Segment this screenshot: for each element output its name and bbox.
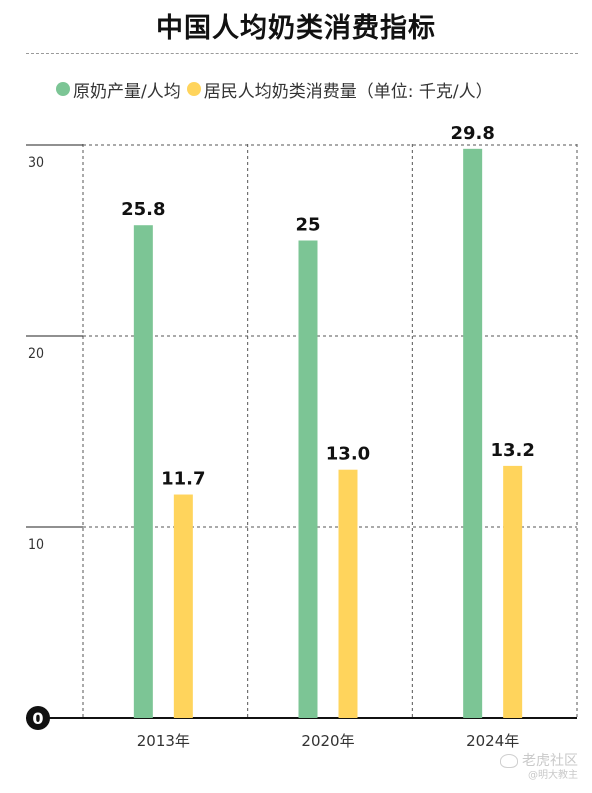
legend-swatch-consumption: [186, 82, 201, 96]
legend-label-raw-milk: 原奶产量/人均: [73, 81, 181, 102]
zero-marker: [26, 706, 50, 730]
y-tick-label: 20: [28, 346, 44, 362]
watermark-sub: @明大教主: [528, 770, 578, 781]
bar-consumption: [503, 465, 523, 718]
x-tick-label: 2024年: [466, 732, 519, 750]
y-tick-label: 30: [28, 155, 44, 171]
y-tick-label-zero: 0: [32, 709, 43, 728]
bar-raw-milk: [298, 240, 318, 718]
data-label: 29.8: [450, 123, 494, 144]
legend-item-raw-milk: 原奶产量/人均: [56, 77, 181, 102]
data-label: 13.2: [490, 440, 534, 461]
title-divider: [26, 53, 578, 54]
data-label: 13.0: [326, 444, 370, 465]
legend-item-consumption: 居民人均奶类消费量（单位: 千克/人）: [186, 77, 493, 102]
tiger-logo-icon: [500, 754, 518, 768]
data-label: 25.8: [121, 199, 165, 220]
bar-consumption: [173, 494, 193, 718]
legend-label-consumption: 居民人均奶类消费量（单位: 千克/人）: [203, 81, 493, 102]
chart-title: 中国人均奶类消费指标: [156, 13, 436, 44]
watermark: 老虎社区 @明大教主: [500, 752, 578, 782]
x-tick-label: 2013年: [137, 732, 190, 750]
bar-consumption: [338, 469, 358, 718]
watermark-main: 老虎社区: [522, 753, 578, 769]
legend-swatch-raw-milk: [56, 82, 70, 96]
bar-raw-milk: [463, 148, 483, 718]
bar-raw-milk: [133, 225, 153, 718]
data-label: 11.7: [161, 469, 205, 490]
chart-legend: 原奶产量/人均 居民人均奶类消费量（单位: 千克/人）: [56, 76, 499, 102]
y-tick-label: 10: [28, 537, 44, 553]
data-label: 25: [295, 215, 320, 236]
x-tick-label: 2020年: [301, 732, 354, 750]
